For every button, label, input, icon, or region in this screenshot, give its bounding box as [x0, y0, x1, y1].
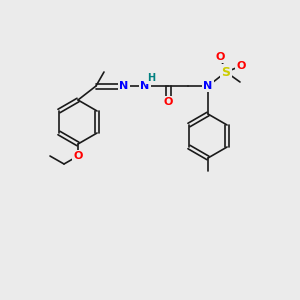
Text: O: O [215, 52, 225, 62]
Text: S: S [221, 65, 230, 79]
Text: H: H [147, 73, 155, 83]
Text: N: N [203, 81, 213, 91]
Text: O: O [236, 61, 246, 71]
Text: N: N [119, 81, 129, 91]
Text: O: O [163, 97, 173, 107]
Text: O: O [73, 151, 83, 161]
Text: N: N [140, 81, 150, 91]
